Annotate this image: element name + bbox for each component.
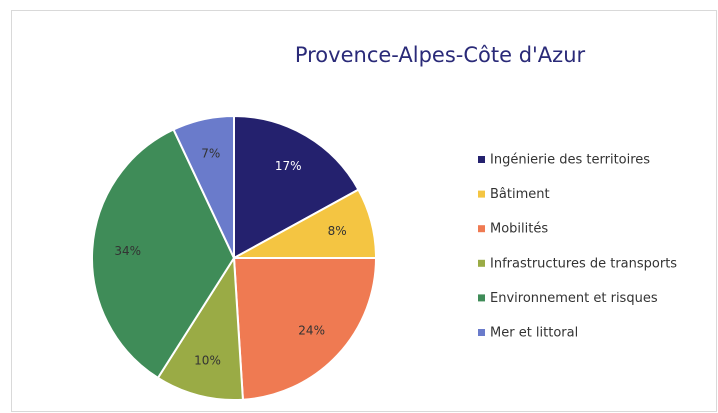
data-label: 17%	[275, 159, 302, 173]
legend-label: Infrastructures de transports	[490, 256, 677, 271]
pie-slice	[172, 114, 235, 259]
pie-slice	[232, 257, 378, 401]
legend-swatch	[478, 259, 485, 267]
legend-swatch	[478, 156, 485, 163]
legend-label: Mobilités	[490, 222, 548, 237]
legend-swatch	[478, 294, 485, 302]
data-label: 10%	[194, 354, 221, 368]
pie-slice	[91, 128, 236, 380]
legend-label: Ingénierie des territoires	[490, 153, 650, 168]
data-label: 7%	[201, 147, 220, 161]
legend-swatch	[478, 190, 485, 198]
legend-swatch	[478, 225, 485, 233]
legend-label: Bâtiment	[490, 187, 550, 202]
legend-swatch	[478, 329, 485, 336]
legend-label: Environnement et risques	[490, 291, 658, 306]
data-label: 8%	[328, 224, 347, 238]
data-label: 24%	[298, 323, 325, 337]
data-label: 34%	[114, 244, 141, 258]
chart-title: Provence-Alpes-Côte d'Azur	[295, 43, 586, 67]
pie-slice	[156, 254, 244, 401]
pie-slice	[233, 114, 360, 260]
legend-label: Mer et littoral	[490, 326, 578, 341]
